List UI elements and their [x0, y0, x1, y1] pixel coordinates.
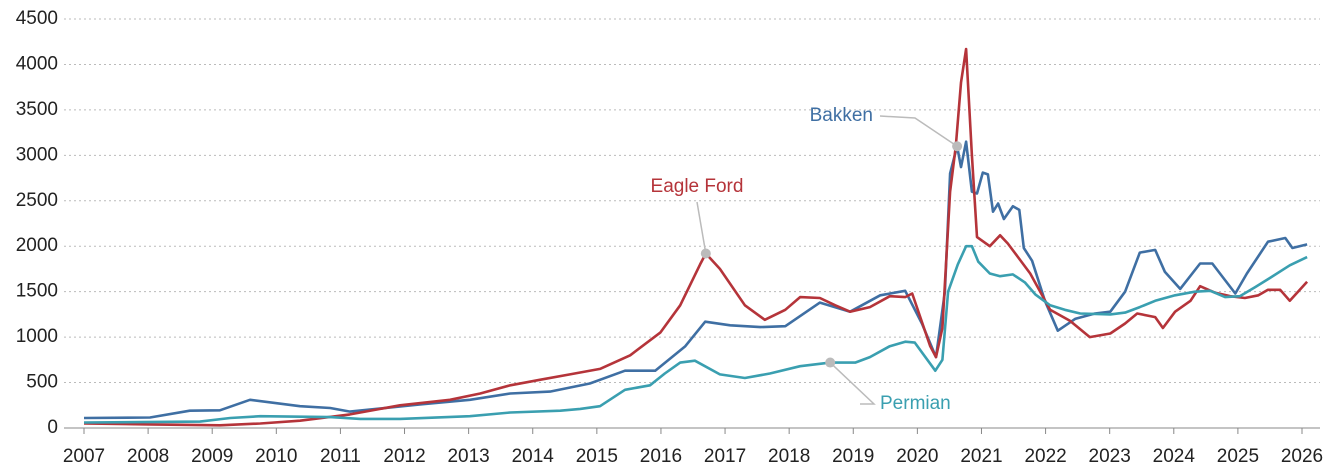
x-tick-label: 2009: [191, 446, 233, 467]
series-line: [83, 244, 1308, 424]
y-tick-label: 1500: [16, 281, 58, 302]
y-tick-label: 2500: [16, 190, 58, 211]
annotation-dot: [952, 141, 963, 152]
series-label: Permian: [880, 393, 951, 414]
x-tick-label: 2016: [640, 446, 682, 467]
x-tick-label: 2022: [1024, 446, 1066, 467]
x-tick-label: 2024: [1153, 446, 1196, 467]
annotation-dot: [825, 357, 836, 368]
y-tick-label: 500: [26, 372, 58, 393]
x-tick-label: 2021: [960, 446, 1002, 467]
x-tick-label: 2025: [1217, 446, 1259, 467]
leader-line: [696, 201, 707, 254]
x-tick-label: 2023: [1089, 446, 1131, 467]
leader-line: [879, 115, 958, 147]
y-tick-label: 1000: [16, 326, 58, 347]
x-tick-label: 2008: [127, 446, 169, 467]
x-tick-label: 2017: [704, 446, 746, 467]
series-label: Bakken: [810, 105, 873, 126]
y-tick-label: 2000: [16, 235, 58, 256]
y-tick-label: 4000: [16, 53, 58, 74]
x-tick-label: 2012: [383, 446, 425, 467]
series-line: [83, 47, 1309, 427]
x-tick-label: 2018: [768, 446, 810, 467]
x-tick-label: 2020: [896, 446, 938, 467]
x-tick-label: 2015: [576, 446, 618, 467]
leader-line: [829, 362, 876, 405]
x-tick-label: 2010: [255, 446, 297, 467]
x-tick-label: 2026: [1281, 446, 1323, 467]
x-tick-label: 2014: [512, 446, 555, 467]
y-tick-label: 4500: [16, 8, 58, 29]
series-line: [83, 140, 1308, 420]
x-tick-label: 2013: [447, 446, 489, 467]
y-tick-label: 3000: [16, 144, 58, 165]
x-tick-label: 2007: [63, 446, 105, 467]
y-tick-label: 0: [47, 417, 58, 438]
y-tick-label: 3500: [16, 99, 58, 120]
series-label: Eagle Ford: [651, 176, 744, 197]
annotation-dot: [700, 248, 711, 259]
x-tick-label: 2019: [832, 446, 874, 467]
x-tick-label: 2011: [320, 446, 361, 467]
